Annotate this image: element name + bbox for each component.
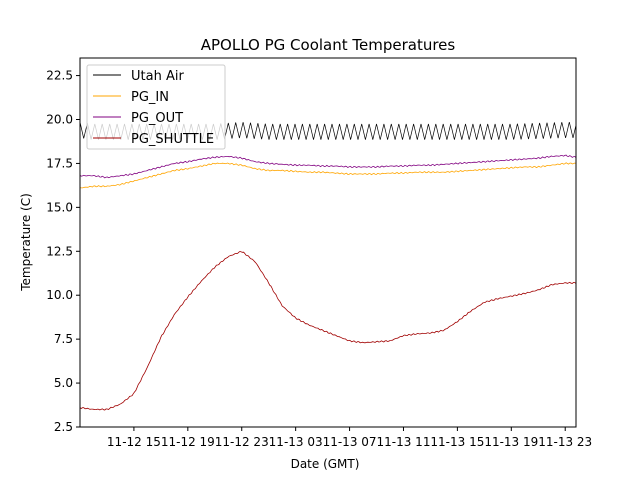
y-axis-label: Temperature (C) <box>19 193 33 292</box>
series-line-pg-shuttle <box>80 250 576 411</box>
x-tick-label: 11-12 15 <box>107 435 161 449</box>
x-tick-label: 11-13 15 <box>430 435 484 449</box>
y-tick-label: 7.5 <box>54 332 73 346</box>
y-tick-label: 2.5 <box>54 420 73 434</box>
x-tick-label: 11-13 19 <box>484 435 538 449</box>
x-tick-label: 11-13 03 <box>269 435 323 449</box>
legend-box <box>86 64 226 150</box>
legend-label-utah-air: Utah Air <box>131 69 184 84</box>
series-line-pg-in <box>80 162 576 189</box>
y-tick-label: 10.0 <box>46 288 73 302</box>
y-tick-label: 22.5 <box>46 69 73 83</box>
y-tick-label: 12.5 <box>46 244 73 258</box>
x-tick-label: 11-12 23 <box>215 435 269 449</box>
legend: Utah Air PG_IN PG_OUT PG_SHUTTLE <box>86 64 226 150</box>
legend-label-pg-out: PG_OUT <box>131 111 183 126</box>
x-tick-label: 11-13 07 <box>323 435 377 449</box>
legend-label-pg-shuttle: PG_SHUTTLE <box>131 132 214 147</box>
x-tick-label: 11-13 11 <box>377 435 431 449</box>
plot-frame <box>79 57 577 428</box>
chart-title: APOLLO PG Coolant Temperatures <box>201 36 456 54</box>
x-tick-label: 11-13 23 <box>538 435 592 449</box>
y-tick-label: 17.5 <box>46 156 73 170</box>
series-line-pg-out <box>80 154 576 179</box>
axes-layer: 2.5 5.0 7.5 10.0 12.5 15.0 17.5 20.0 22.5 11-12 1… <box>46 57 592 449</box>
y-tick-label: 15.0 <box>46 200 73 214</box>
y-tick-label: 20.0 <box>46 113 73 127</box>
y-tick-label: 5.0 <box>54 376 73 390</box>
x-axis-label: Date (GMT) <box>291 457 360 471</box>
legend-label-pg-in: PG_IN <box>131 90 169 105</box>
x-tick-label: 11-12 19 <box>161 435 215 449</box>
